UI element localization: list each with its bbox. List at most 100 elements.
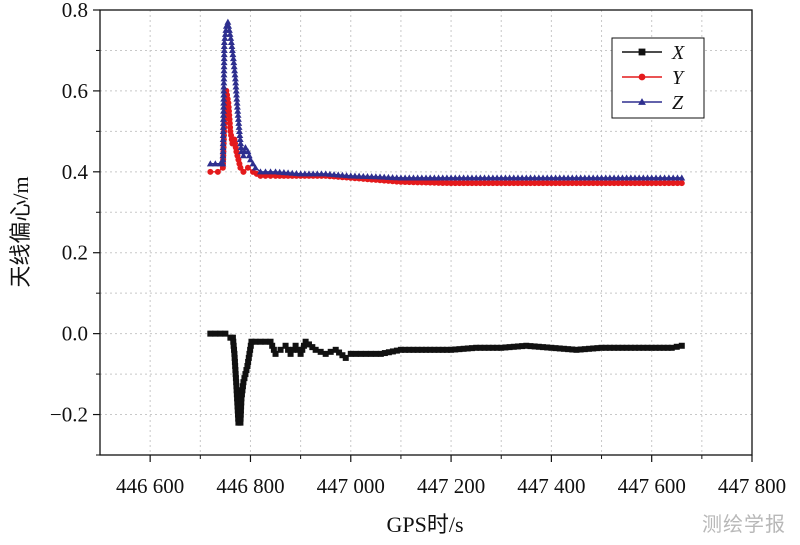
data-point — [456, 180, 463, 187]
data-point — [565, 346, 572, 353]
data-point — [207, 330, 214, 337]
data-point — [560, 345, 567, 352]
data-point — [241, 144, 249, 151]
data-point — [287, 350, 294, 357]
data-point — [219, 152, 227, 159]
data-point — [644, 180, 651, 187]
series-z-line — [210, 19, 682, 179]
series-x — [207, 330, 685, 426]
data-point — [233, 383, 240, 390]
data-point — [249, 160, 257, 167]
data-point — [414, 179, 421, 186]
data-point — [573, 180, 580, 187]
data-point — [660, 344, 667, 351]
data-point — [674, 180, 681, 187]
data-point — [640, 344, 647, 351]
data-point — [519, 343, 526, 350]
data-point — [531, 343, 538, 350]
data-point — [489, 344, 496, 351]
data-point — [225, 22, 233, 29]
data-point — [300, 342, 307, 349]
data-point — [606, 180, 613, 187]
data-point — [481, 180, 488, 187]
data-point — [245, 152, 253, 159]
data-point — [586, 345, 592, 352]
data-point — [228, 42, 236, 49]
data-point — [431, 179, 438, 186]
data-point — [230, 342, 237, 349]
data-point — [243, 367, 250, 374]
data-point — [206, 160, 214, 167]
data-point — [240, 379, 247, 386]
data-point — [427, 179, 434, 186]
data-point — [219, 115, 227, 122]
data-point — [648, 180, 655, 187]
data-point — [540, 180, 547, 187]
data-point — [272, 350, 279, 357]
data-point — [623, 180, 630, 187]
data-point — [652, 180, 659, 187]
data-point — [211, 160, 219, 167]
data-point — [292, 170, 300, 177]
data-point — [237, 419, 244, 426]
data-point — [284, 169, 292, 176]
data-point — [678, 342, 685, 349]
data-point — [544, 180, 551, 187]
data-point — [230, 63, 238, 70]
data-point — [231, 71, 239, 78]
data-point — [219, 127, 227, 134]
data-point — [531, 180, 538, 187]
data-point — [220, 47, 228, 54]
data-point — [220, 87, 228, 94]
data-point — [506, 344, 513, 351]
data-point — [247, 156, 254, 163]
data-point — [232, 367, 239, 374]
data-point — [410, 179, 417, 186]
data-point — [231, 358, 238, 365]
data-point — [245, 354, 252, 361]
data-point — [397, 346, 404, 353]
data-point — [611, 344, 618, 351]
data-point — [332, 346, 339, 353]
data-point — [214, 168, 221, 175]
data-point — [435, 346, 442, 353]
data-point — [219, 123, 227, 130]
data-point — [423, 179, 429, 186]
data-point — [231, 75, 239, 82]
data-point — [297, 350, 304, 357]
data-point — [229, 55, 237, 62]
data-point — [247, 342, 254, 349]
data-point — [290, 346, 297, 353]
data-point — [636, 344, 643, 351]
series-z — [206, 18, 686, 181]
data-point — [439, 179, 446, 186]
data-point — [665, 180, 672, 187]
data-point — [652, 344, 659, 351]
legend-item-z: Z — [622, 92, 684, 114]
data-point — [427, 346, 434, 353]
data-point — [230, 338, 237, 345]
data-point — [244, 148, 252, 155]
data-point — [220, 79, 228, 86]
data-point — [229, 334, 236, 341]
data-point — [552, 180, 559, 187]
data-point — [239, 152, 247, 159]
data-point — [678, 174, 686, 181]
data-point — [252, 338, 259, 345]
data-point — [468, 180, 475, 187]
data-point — [347, 350, 354, 357]
legend-marker — [638, 48, 646, 56]
data-point — [498, 344, 505, 351]
data-point — [234, 403, 241, 410]
data-point — [232, 87, 240, 94]
data-point — [619, 180, 626, 187]
data-point — [248, 338, 255, 345]
data-point — [439, 346, 446, 353]
data-point — [481, 344, 488, 351]
legend-label: X — [671, 42, 685, 64]
data-point — [219, 140, 227, 147]
data-point — [389, 348, 396, 355]
data-point — [221, 30, 229, 37]
y-tick-label: 0.6 — [62, 79, 88, 103]
data-point — [619, 344, 626, 351]
